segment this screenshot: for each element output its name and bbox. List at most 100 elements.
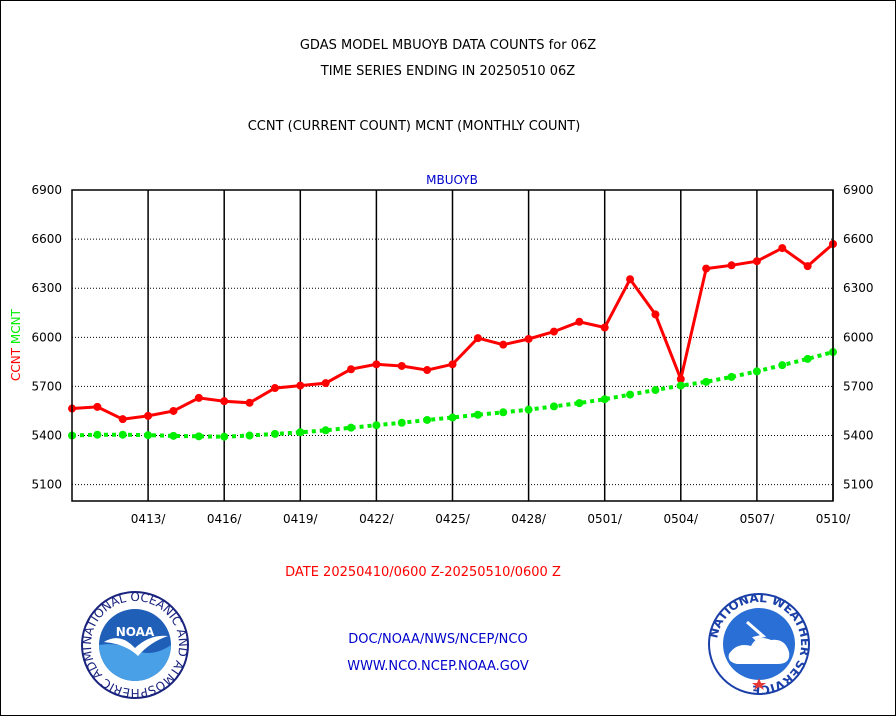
point-mcnt — [752, 367, 761, 376]
point-ccnt — [296, 381, 305, 390]
point-ccnt — [372, 360, 381, 369]
point-ccnt — [347, 365, 356, 374]
y-tick-label-left: 6900 — [31, 183, 62, 197]
point-mcnt — [296, 428, 305, 437]
point-mcnt — [220, 432, 229, 441]
point-ccnt — [144, 411, 153, 420]
y-tick-label-left: 5100 — [31, 478, 62, 492]
point-mcnt — [676, 381, 685, 390]
y-tick-label-right: 5100 — [843, 478, 874, 492]
point-mcnt — [778, 361, 787, 370]
point-ccnt — [220, 397, 229, 406]
point-ccnt — [600, 323, 609, 332]
point-mcnt — [372, 421, 381, 430]
point-ccnt — [118, 415, 127, 424]
point-ccnt — [702, 264, 711, 273]
plot-area — [71, 189, 834, 502]
y-tick-label-left: 6000 — [31, 330, 62, 344]
point-ccnt — [423, 366, 432, 375]
point-mcnt — [651, 386, 660, 395]
point-mcnt — [144, 431, 153, 440]
point-mcnt — [245, 431, 254, 440]
noaa-logo: NATIONAL OCEANIC AND ATMOSPHERIC ADMINIS… — [80, 590, 190, 700]
point-mcnt — [448, 413, 457, 422]
point-ccnt — [752, 257, 761, 266]
point-mcnt — [524, 405, 533, 414]
point-mcnt — [626, 390, 635, 399]
point-mcnt — [169, 431, 178, 440]
point-ccnt — [194, 393, 203, 402]
point-ccnt — [245, 398, 254, 407]
point-mcnt — [473, 410, 482, 419]
point-mcnt — [499, 408, 508, 417]
point-mcnt — [727, 372, 736, 381]
point-ccnt — [549, 327, 558, 336]
x-tick-label: 0413/ — [131, 512, 167, 526]
point-ccnt — [727, 261, 736, 270]
y-tick-label-right: 6000 — [843, 330, 874, 344]
y-tick-label-right: 6300 — [843, 281, 874, 295]
point-ccnt — [778, 244, 787, 253]
point-mcnt — [118, 430, 127, 439]
point-ccnt — [448, 360, 457, 369]
y-tick-label-right: 5700 — [843, 379, 874, 393]
point-mcnt — [321, 426, 330, 435]
point-mcnt — [423, 415, 432, 424]
ylabel-ccnt: CCNT — [9, 347, 23, 381]
x-tick-label: 0510/ — [816, 512, 852, 526]
nws-logo: NATIONAL WEATHER SERVICE — [707, 592, 811, 696]
point-mcnt — [803, 354, 812, 363]
point-ccnt — [473, 334, 482, 343]
x-tick-label: 0428/ — [511, 512, 547, 526]
point-ccnt — [93, 402, 102, 411]
point-ccnt — [270, 384, 279, 393]
point-mcnt — [93, 430, 102, 439]
x-tick-label: 0422/ — [359, 512, 395, 526]
ylabel-mcnt: MCNT — [9, 308, 23, 344]
point-ccnt — [575, 317, 584, 326]
y-tick-label-left: 5700 — [31, 379, 62, 393]
y-tick-label-right: 6600 — [843, 232, 874, 246]
y-tick-label-right: 6900 — [843, 183, 874, 197]
series-layer — [68, 240, 837, 441]
point-ccnt — [626, 275, 635, 284]
y-tick-label-left: 5400 — [31, 429, 62, 443]
x-tick-label: 0425/ — [435, 512, 471, 526]
chart-title-line-3: CCNT (CURRENT COUNT) MCNT (MONTHLY COUNT… — [247, 119, 581, 134]
y-tick-label-left: 6300 — [31, 281, 62, 295]
y-axis-title: CCNT MCNT — [9, 308, 23, 381]
noaa-logo-text: NOAA — [116, 625, 155, 639]
point-ccnt — [169, 406, 178, 415]
y-tick-label-right: 5400 — [843, 429, 874, 443]
label-layer: 5100 5100 5400 5400 5700 5700 6000 6000 6300 6300… — [31, 183, 873, 526]
date-range-label: DATE 20250410/0600 Z-20250510/0600 Z — [285, 565, 561, 580]
x-tick-label: 0504/ — [664, 512, 700, 526]
point-mcnt — [600, 395, 609, 404]
chart-title-line-1: GDAS MODEL MBUOYB DATA COUNTS for 06Z — [299, 38, 597, 53]
point-mcnt — [549, 402, 558, 411]
point-ccnt — [651, 310, 660, 319]
chart-title-line-2: TIME SERIES ENDING IN 20250510 06Z — [320, 64, 576, 79]
point-mcnt — [270, 429, 279, 438]
y-tick-label-left: 6600 — [31, 232, 62, 246]
x-tick-label: 0507/ — [740, 512, 776, 526]
x-tick-label: 0419/ — [283, 512, 319, 526]
grid-layer — [72, 190, 834, 501]
plot-title: MBUOYB — [426, 173, 478, 187]
point-ccnt — [524, 334, 533, 343]
point-mcnt — [194, 432, 203, 441]
point-ccnt — [676, 375, 685, 384]
point-ccnt — [803, 262, 812, 271]
x-tick-label: 0416/ — [207, 512, 243, 526]
org-label: DOC/NOAA/NWS/NCEP/NCO — [348, 632, 528, 647]
point-ccnt — [321, 379, 330, 388]
website-label: WWW.NCO.NCEP.NOAA.GOV — [347, 659, 529, 674]
point-mcnt — [397, 418, 406, 427]
x-tick-label: 0501/ — [587, 512, 623, 526]
point-mcnt — [702, 377, 711, 386]
svg-text:CCNT MCNT: CCNT MCNT — [9, 308, 23, 381]
point-ccnt — [499, 340, 508, 349]
point-mcnt — [347, 423, 356, 432]
point-ccnt — [397, 361, 406, 370]
